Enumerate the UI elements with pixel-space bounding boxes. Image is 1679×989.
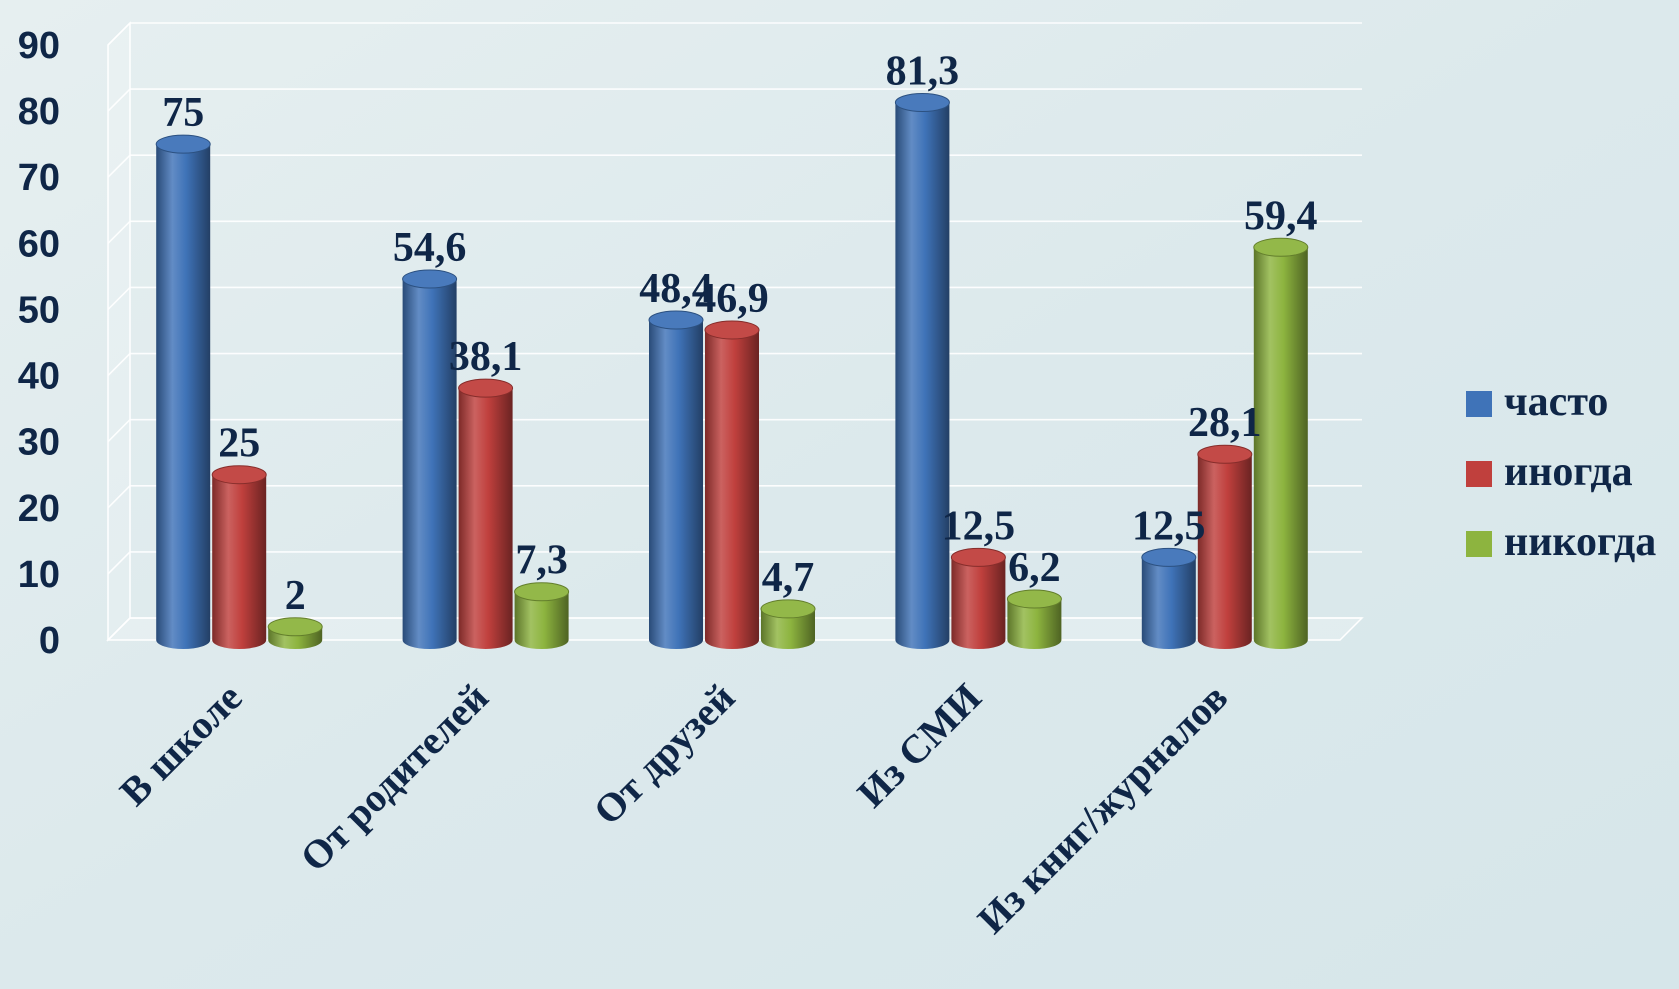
- bar-body: [895, 102, 950, 650]
- y-tick-label: 0: [39, 620, 60, 662]
- bar-body: [514, 591, 569, 649]
- bar: [267, 617, 323, 649]
- bar-body: [212, 474, 267, 650]
- legend-swatch: [1466, 391, 1492, 417]
- legend-label: никогда: [1504, 519, 1656, 565]
- data-label: 46,9: [695, 276, 769, 322]
- bar: [1197, 444, 1253, 649]
- y-axis: 0 10 20 30 40 50 60 70 80 90: [18, 25, 60, 662]
- data-label: 25: [218, 421, 260, 467]
- bars-layer: [155, 93, 1309, 650]
- bar-top: [1197, 444, 1253, 464]
- bar-body: [402, 279, 457, 649]
- data-label: 59,4: [1244, 193, 1318, 239]
- legend-label: иногда: [1504, 449, 1633, 495]
- bar: [514, 582, 570, 649]
- bar-body: [705, 329, 759, 649]
- bar-top: [760, 599, 816, 619]
- data-label: 4,7: [762, 555, 815, 601]
- y-tick-label: 90: [18, 25, 60, 67]
- gridline: [107, 617, 1362, 641]
- bar: [760, 599, 816, 649]
- bar-top: [402, 269, 458, 289]
- y-tick-label: 20: [18, 488, 60, 530]
- bar: [648, 310, 704, 649]
- bar-top: [894, 93, 950, 113]
- data-label: 7,3: [515, 538, 568, 584]
- legend: часто иногда никогда: [1466, 379, 1656, 565]
- bar-body: [1141, 557, 1196, 649]
- bar-top: [1253, 237, 1309, 257]
- gridline: [107, 154, 1362, 178]
- bar-top: [211, 465, 267, 485]
- legend-item: никогда: [1466, 519, 1656, 565]
- legend-item: часто: [1466, 379, 1608, 425]
- data-label: 28,1: [1188, 400, 1262, 446]
- bar: [704, 320, 760, 649]
- bar: [458, 378, 514, 649]
- bar-top: [648, 310, 704, 330]
- y-tick-label: 30: [18, 422, 60, 464]
- bar-top: [458, 378, 514, 398]
- bar-body: [156, 144, 211, 649]
- y-tick-label: 10: [18, 554, 60, 596]
- bar-top: [704, 320, 760, 340]
- data-label: 75: [162, 90, 204, 136]
- bar: [1141, 547, 1197, 649]
- y-tick-label: 40: [18, 356, 60, 398]
- gridline: [107, 88, 1362, 112]
- gridline: [107, 220, 1362, 244]
- legend-item: иногда: [1466, 449, 1633, 495]
- bar-body: [761, 608, 815, 649]
- bar: [211, 465, 267, 650]
- data-label: 2: [285, 573, 306, 619]
- y-tick-label: 50: [18, 289, 60, 331]
- y-tick-label: 70: [18, 157, 60, 199]
- value-labels-layer: 7525254,638,17,348,446,94,781,312,56,212…: [162, 49, 1317, 619]
- gridline: [107, 418, 1362, 443]
- bar-body: [1253, 247, 1308, 650]
- bar-body: [951, 557, 1006, 649]
- gridline: [107, 286, 1362, 311]
- bar-body: [649, 320, 703, 649]
- bar-top: [1006, 589, 1062, 609]
- legend-label: часто: [1504, 379, 1608, 425]
- legend-swatch: [1466, 461, 1492, 487]
- data-label: 54,6: [393, 225, 467, 271]
- bar-top: [155, 134, 211, 154]
- data-label: 48,4: [639, 266, 713, 312]
- bar: [155, 134, 211, 649]
- data-label: 12,5: [1132, 503, 1206, 549]
- bar-top: [1141, 547, 1197, 567]
- bar: [950, 547, 1006, 649]
- data-label: 81,3: [886, 49, 960, 95]
- y-tick-label: 60: [18, 223, 60, 265]
- bar: [402, 269, 458, 649]
- bar: [1253, 237, 1309, 650]
- gridline: [107, 22, 1362, 46]
- chart-back-wall: [107, 21, 131, 642]
- bar: [894, 93, 950, 650]
- data-label: 38,1: [449, 334, 523, 380]
- gridline: [107, 352, 1362, 377]
- bar-top: [950, 547, 1006, 567]
- bar-top: [267, 617, 323, 637]
- y-tick-label: 80: [18, 91, 60, 133]
- data-label: 6,2: [1008, 545, 1061, 591]
- gridline: [107, 551, 1362, 575]
- bar-body: [1007, 599, 1062, 649]
- legend-swatch: [1466, 531, 1492, 557]
- gridline: [107, 484, 1362, 509]
- bar-body: [1197, 454, 1252, 649]
- data-label: 12,5: [942, 503, 1016, 549]
- bar: [1006, 589, 1062, 649]
- bar-body: [458, 388, 513, 649]
- bar-top: [514, 582, 570, 602]
